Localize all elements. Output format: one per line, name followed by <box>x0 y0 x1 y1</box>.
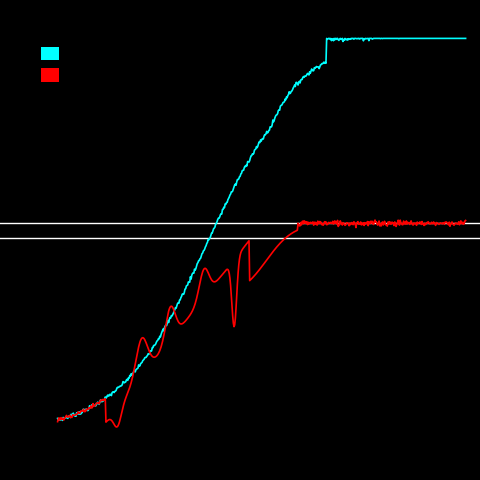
Bar <box>41 68 59 82</box>
Bar <box>41 47 59 60</box>
